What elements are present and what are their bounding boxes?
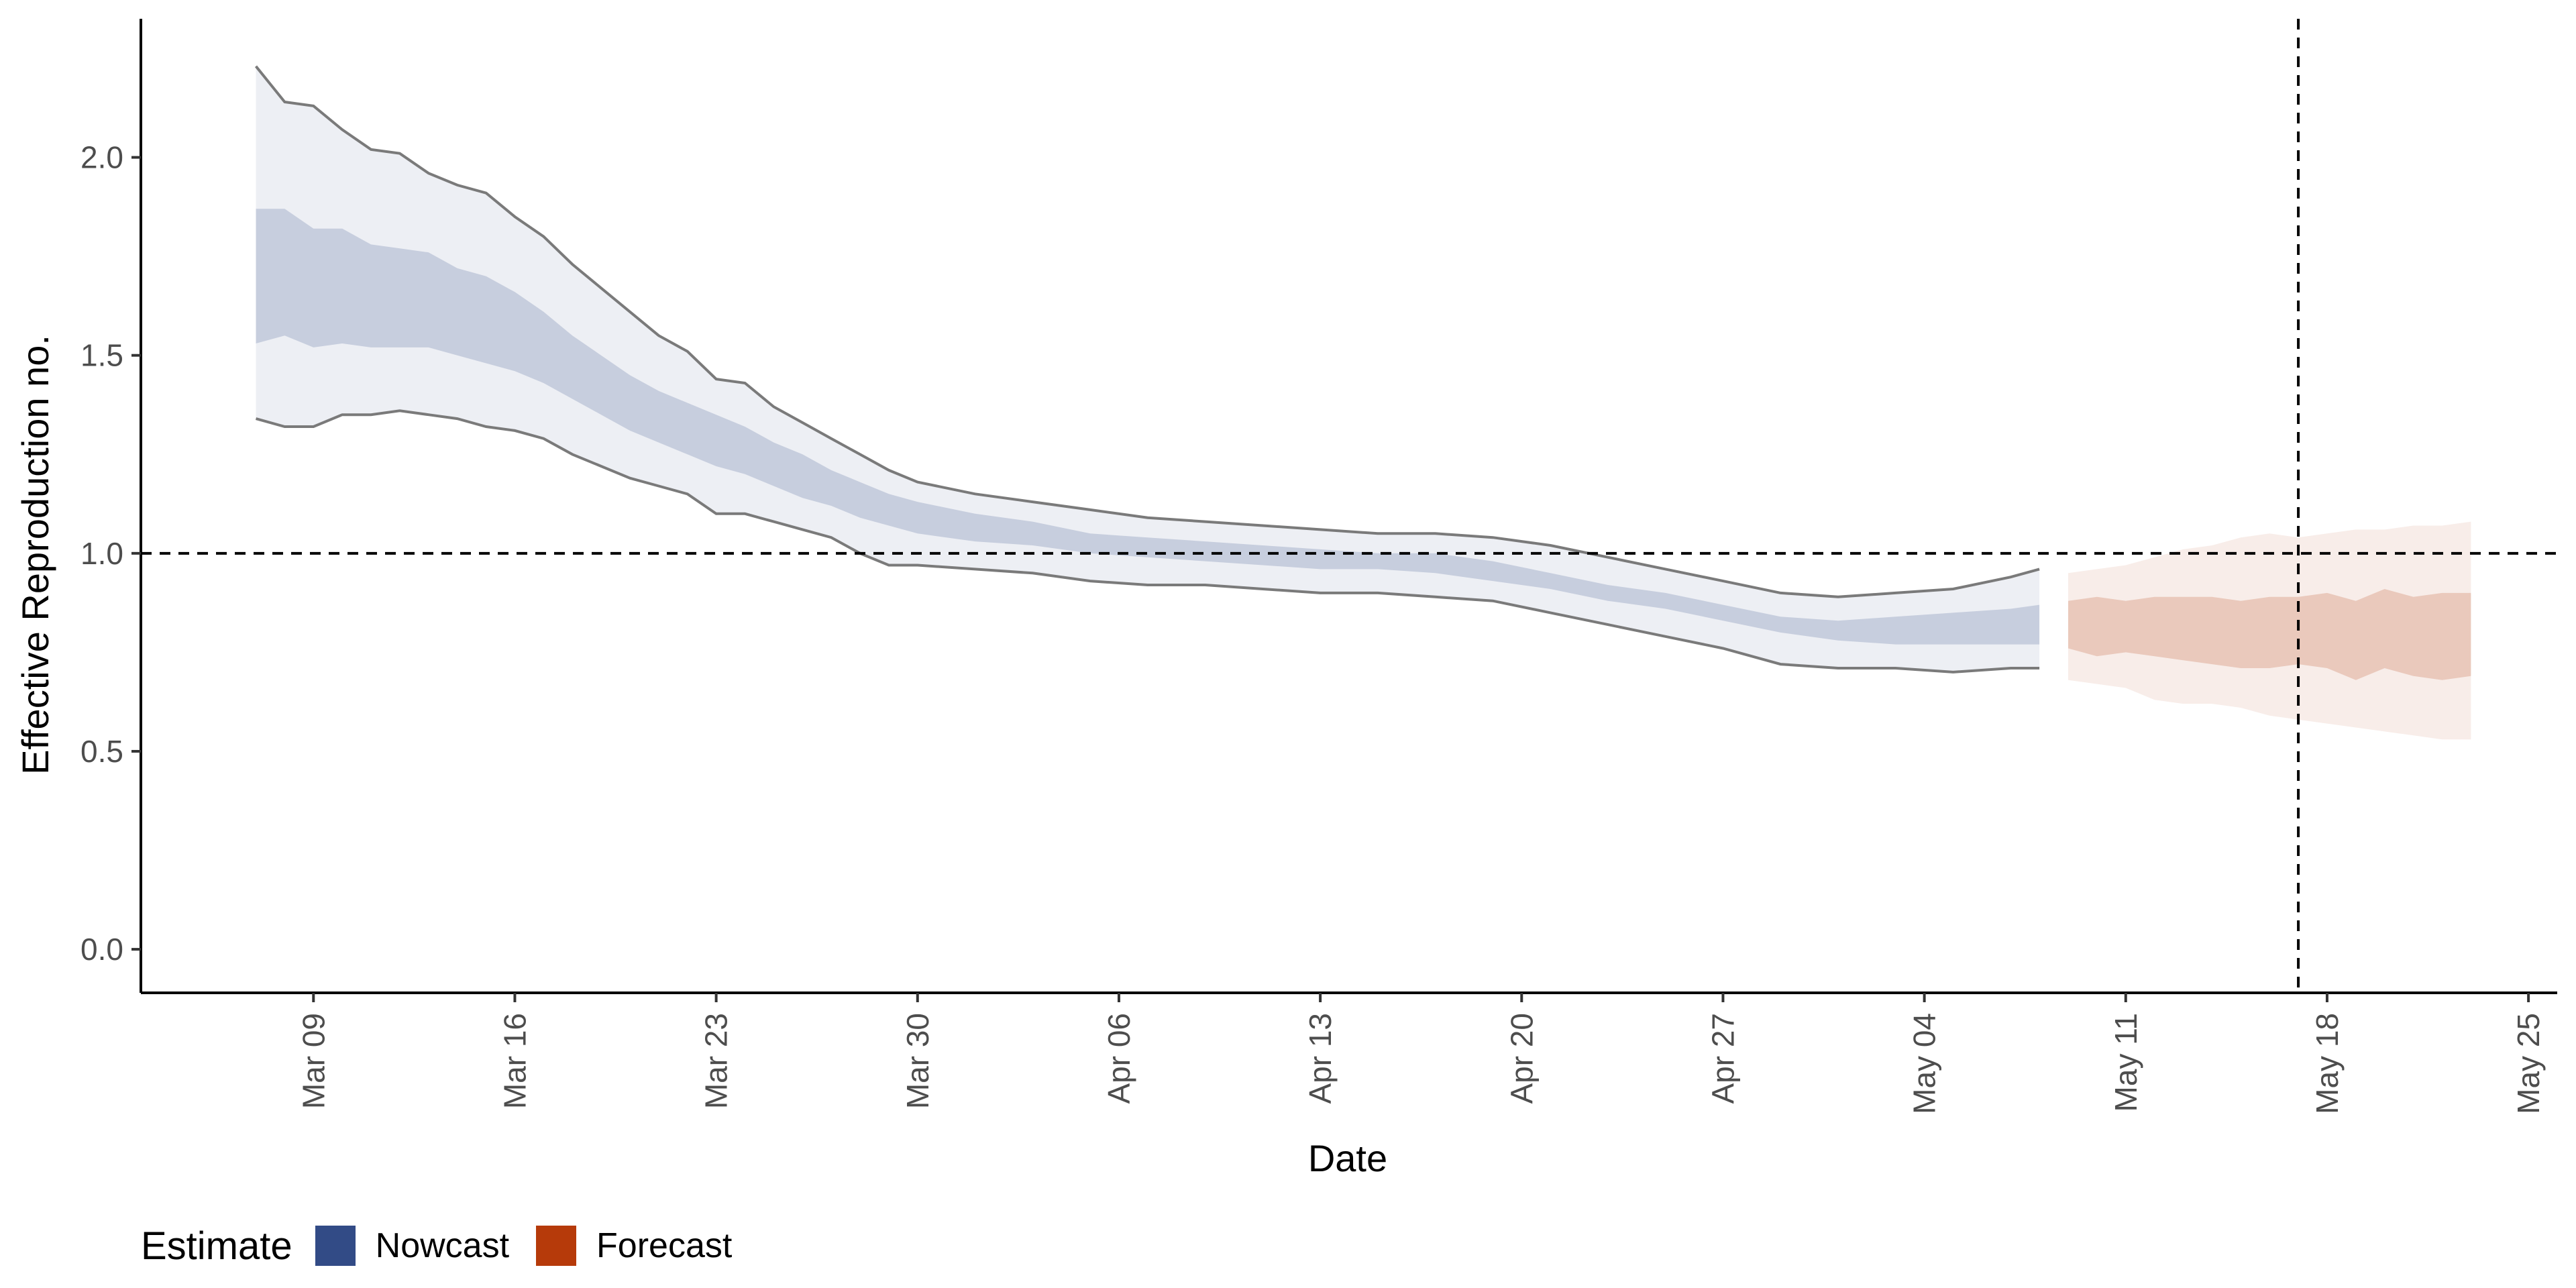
y-axis-title: Effective Reproduction no. xyxy=(14,335,56,775)
x-tick-label: Apr 06 xyxy=(1102,1013,1136,1104)
x-tick-label: Mar 30 xyxy=(900,1013,935,1109)
y-tick-label: 2.0 xyxy=(80,140,123,175)
nowcast-upper-line xyxy=(254,65,2040,598)
x-tick-label: May 11 xyxy=(2108,1013,2143,1112)
y-tick-label: 0.0 xyxy=(80,932,123,967)
x-tick-label: Mar 16 xyxy=(498,1013,533,1109)
x-tick-label: Apr 27 xyxy=(1706,1013,1741,1104)
nowcast-band-90 xyxy=(256,66,2040,672)
legend: Estimate Nowcast Forecast xyxy=(141,1222,759,1269)
x-axis-title: Date xyxy=(1308,1137,1387,1179)
forecast-band-90 xyxy=(2068,521,2471,740)
reference-lines xyxy=(141,19,2557,993)
legend-label-forecast: Forecast xyxy=(596,1226,733,1265)
x-tick-label: May 04 xyxy=(1907,1013,1942,1114)
forecast-swatch xyxy=(536,1226,577,1266)
legend-item-nowcast: Nowcast xyxy=(315,1226,509,1266)
x-tick-label: Mar 09 xyxy=(296,1013,331,1109)
x-tick-label: Apr 20 xyxy=(1504,1013,1539,1104)
y-tick-label: 0.5 xyxy=(80,734,123,769)
forecast-band-50 xyxy=(2068,589,2471,680)
y-tick-label: 1.5 xyxy=(80,338,123,373)
x-tick-label: May 25 xyxy=(2511,1013,2546,1114)
axes-layer: 0.0 0.5 1.0 1.5 2.0 Mar 09 Mar 16 Mar 23 Mar 30 A… xyxy=(80,19,2557,1114)
nowcast-swatch xyxy=(315,1226,356,1266)
legend-title: Estimate xyxy=(141,1224,292,1268)
nowcast-lower-line xyxy=(255,409,2040,674)
legend-label-nowcast: Nowcast xyxy=(375,1226,510,1265)
x-tick-label: Apr 13 xyxy=(1303,1013,1338,1104)
legend-item-forecast: Forecast xyxy=(536,1226,732,1266)
ribbon-layer xyxy=(254,65,2471,740)
x-tick-label: Mar 23 xyxy=(699,1013,734,1109)
x-tick-label: May 18 xyxy=(2310,1013,2345,1114)
y-tick-label: 1.0 xyxy=(80,536,123,571)
